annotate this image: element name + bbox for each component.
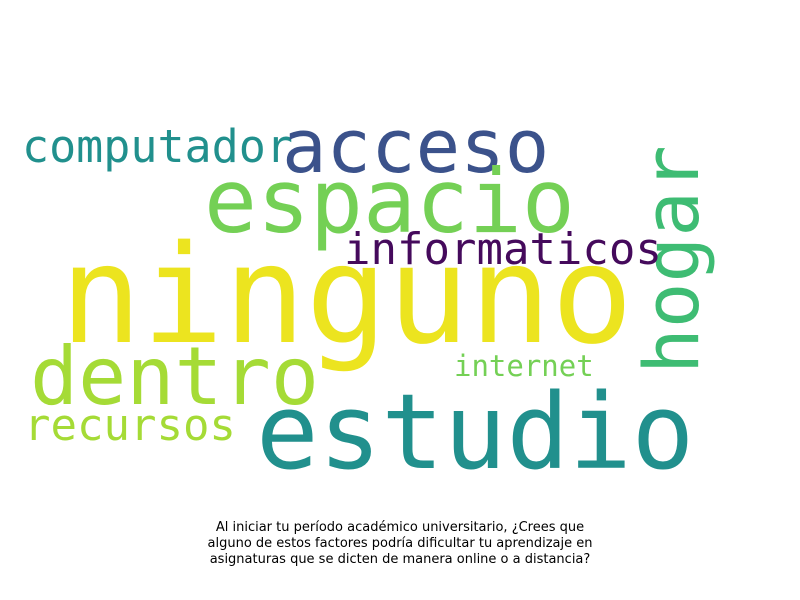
question-caption: Al iniciar tu período académico universi… [150, 520, 650, 568]
word-acceso: acceso [282, 104, 550, 190]
word-ninguno: ninguno [60, 217, 634, 375]
caption-line-1: Al iniciar tu período académico universi… [215, 520, 585, 535]
word-computador: computador [22, 120, 293, 173]
word-internet: internet [454, 349, 594, 383]
word-dentro: dentro [30, 330, 319, 423]
caption-line-2: alguno de estos factores podría dificult… [207, 536, 593, 551]
word-estudio: estudio [256, 371, 695, 493]
word-informaticos: informaticos [344, 224, 662, 275]
caption-line-3: asignaturas que se dicten de manera onli… [209, 552, 591, 567]
word-espacio: espacio [204, 150, 575, 253]
word-recursos: recursos [24, 400, 236, 451]
